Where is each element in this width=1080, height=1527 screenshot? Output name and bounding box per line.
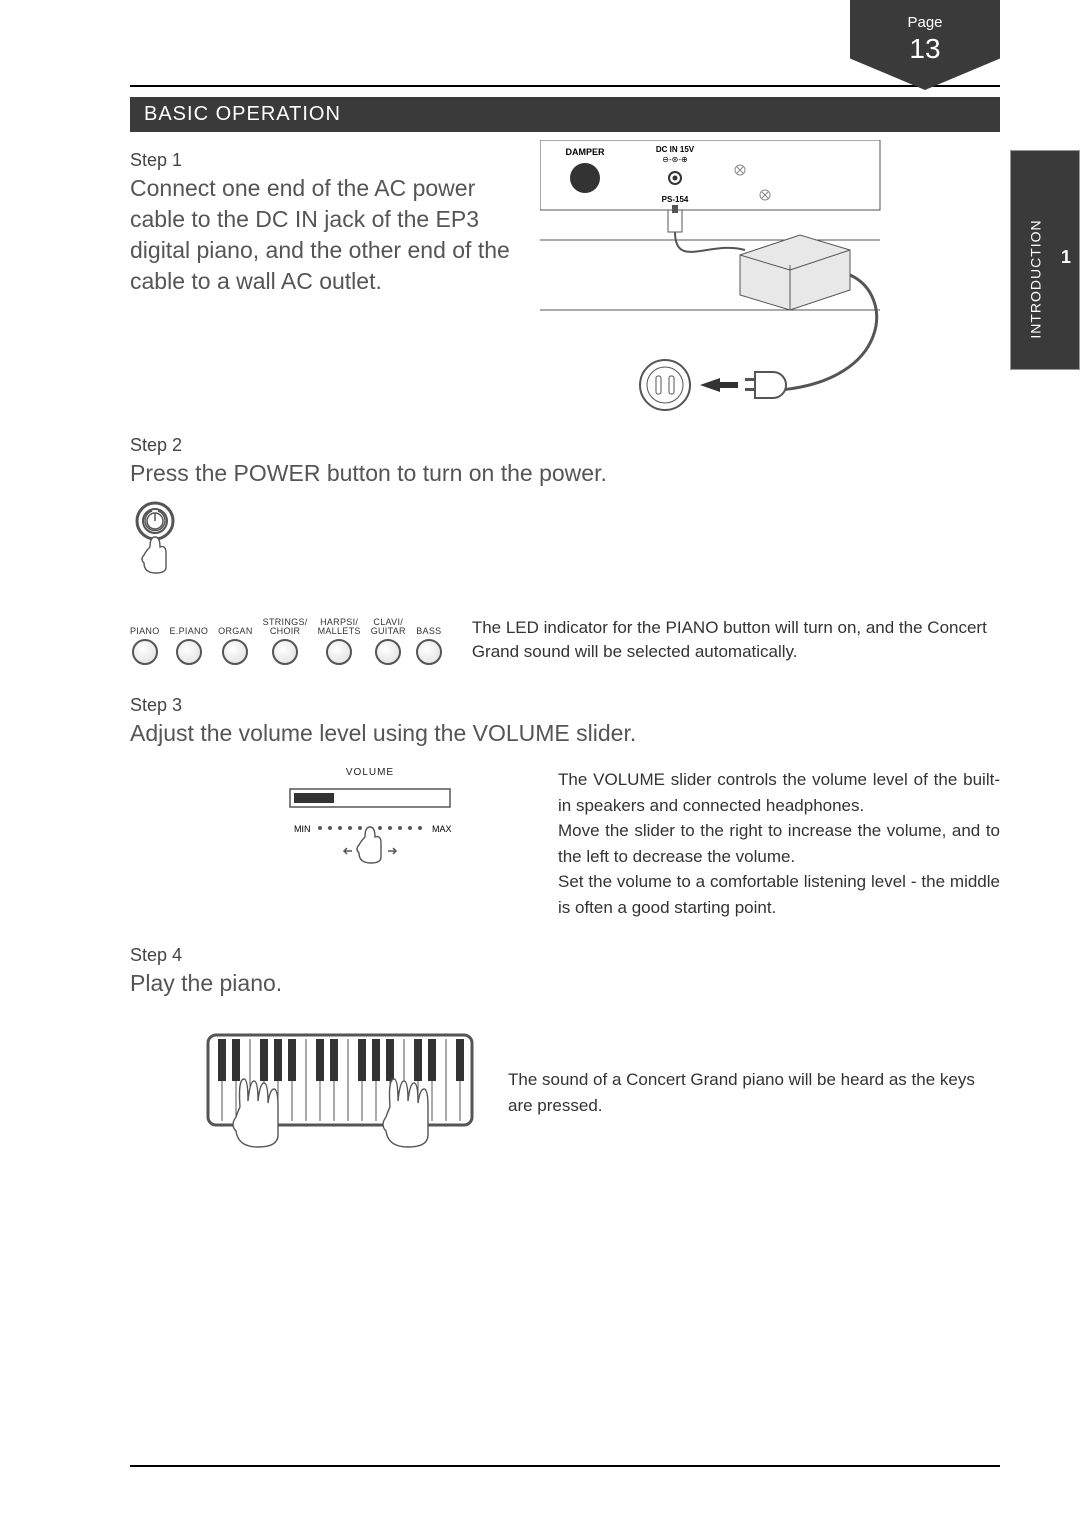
sound-button-label: BASS [416, 614, 441, 636]
sound-button: CLAVI/GUITAR [371, 614, 406, 665]
damper-label: DAMPER [565, 147, 605, 157]
step3-description: The VOLUME slider controls the volume le… [558, 767, 1000, 920]
step1-label: Step 1 [130, 150, 520, 171]
sound-button-label: STRINGS/CHOIR [263, 614, 308, 636]
volume-slider-illustration: VOLUME MIN MAX [210, 767, 530, 879]
bottom-rule [130, 1465, 1000, 1467]
step1-illustration: DAMPER DC IN 15V ⊖-⊛-⊕ PS-154 [540, 140, 1000, 425]
sound-button-circle-icon [132, 639, 158, 665]
step2-block: Step 2 Press the POWER button to turn on… [130, 435, 1000, 665]
sound-button-label: HARPSI/MALLETS [318, 614, 361, 636]
section-title: BASIC OPERATION [144, 103, 341, 125]
sound-button-label: PIANO [130, 614, 160, 636]
volume-label: VOLUME [210, 767, 530, 778]
step4-block: Step 4 Play the piano. [130, 945, 1000, 1172]
polarity-icon: ⊖-⊛-⊕ [662, 155, 687, 164]
step1-body: Connect one end of the AC power cable to… [130, 173, 520, 297]
step2-label: Step 2 [130, 435, 1000, 456]
sound-button-label: ORGAN [218, 614, 253, 636]
step4-description: The sound of a Concert Grand piano will … [508, 1027, 1000, 1118]
min-label: MIN [294, 824, 311, 834]
max-label: MAX [432, 824, 452, 834]
step4-label: Step 4 [130, 945, 1000, 966]
sound-button-circle-icon [326, 639, 352, 665]
side-tab-label: INTRODUCTION [1028, 219, 1044, 338]
sound-button: BASS [416, 614, 442, 665]
sound-button-circle-icon [272, 639, 298, 665]
sound-button-label: CLAVI/GUITAR [371, 614, 406, 636]
section-title-bar: BASIC OPERATION [130, 97, 1000, 132]
sound-button-row: PIANO E.PIANO ORGAN STRINGS/CHOIR HARPSI/MAL… [130, 614, 442, 665]
chapter-side-tab: INTRODUCTION 1 [1010, 150, 1080, 370]
step3-block: Step 3 Adjust the volume level using the… [130, 695, 1000, 920]
step3-body: Adjust the volume level using the VOLUME… [130, 718, 1000, 749]
sound-button-circle-icon [222, 639, 248, 665]
adapter-model-label: PS-154 [662, 195, 689, 204]
sound-button: STRINGS/CHOIR [263, 614, 308, 665]
sound-button-circle-icon [176, 639, 202, 665]
sound-button: E.PIANO [170, 614, 209, 665]
step3-label: Step 3 [130, 695, 1000, 716]
keyboard-illustration [200, 1027, 480, 1172]
page-label: Page [850, 14, 1000, 31]
page-number: 13 [850, 33, 1000, 65]
step1-block: Step 1 Connect one end of the AC power c… [130, 140, 1000, 425]
step2-led-text: The LED indicator for the PIANO button w… [472, 616, 1000, 665]
sound-button: PIANO [130, 614, 160, 665]
sound-button: HARPSI/MALLETS [318, 614, 361, 665]
top-rule [130, 85, 1000, 87]
sound-button-circle-icon [375, 639, 401, 665]
step4-body: Play the piano. [130, 968, 1000, 999]
sound-button: ORGAN [218, 614, 253, 665]
sound-button-label: E.PIANO [170, 614, 209, 636]
page-number-tab: Page 13 [850, 0, 1000, 90]
sound-button-circle-icon [416, 639, 442, 665]
step2-body: Press the POWER button to turn on the po… [130, 458, 1000, 489]
side-tab-chapter-number: 1 [1061, 247, 1071, 268]
dcin-label: DC IN 15V [656, 145, 695, 154]
page-root: Page 13 INTRODUCTION 1 BASIC OPERATION S… [0, 0, 1080, 1527]
power-button-icon [130, 499, 200, 579]
